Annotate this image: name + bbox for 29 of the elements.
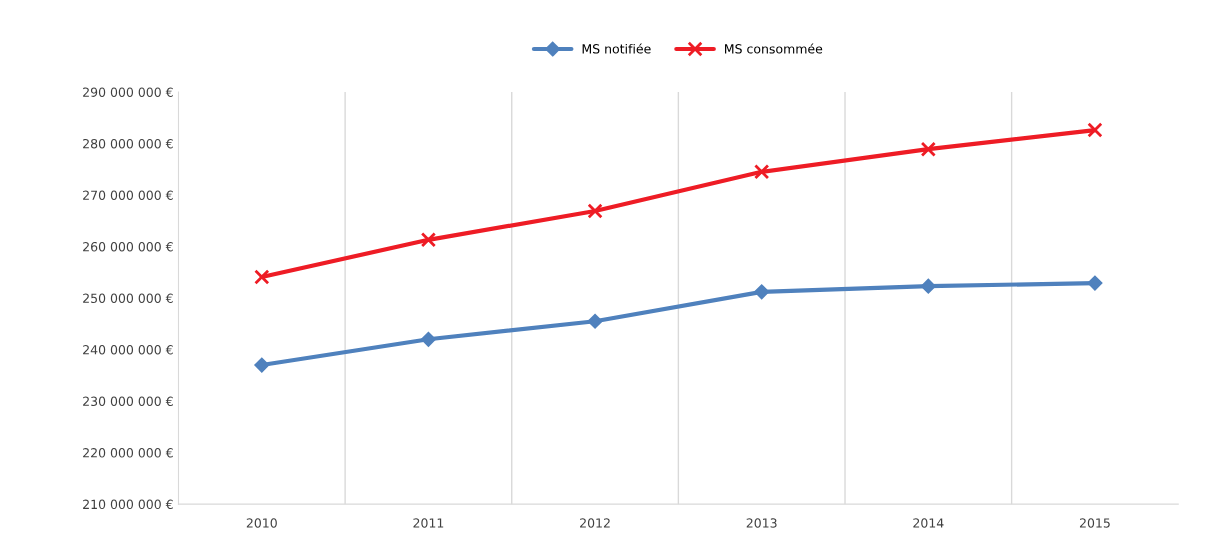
legend-label: MS notifiée	[582, 43, 651, 54]
y-tick-label: 250 000 000 €	[83, 293, 173, 303]
x-tick-label: 2013	[746, 518, 777, 528]
point	[587, 313, 603, 329]
x-tick-label: 2015	[1079, 518, 1110, 528]
x-tick-label: 2011	[413, 518, 444, 528]
y-tick-label: 290 000 000 €	[83, 87, 173, 97]
point	[920, 141, 936, 157]
point	[1087, 275, 1103, 291]
y-tick-label: 230 000 000 €	[83, 396, 173, 407]
point	[421, 331, 436, 347]
y-tick-label: 280 000 000 €	[83, 138, 173, 149]
x-tick-label: 2014	[913, 518, 944, 528]
y-tick-label: 210 000 000 €	[83, 499, 173, 510]
point	[754, 284, 769, 300]
y-tick-label: 220 000 000 €	[83, 448, 173, 458]
point	[420, 232, 437, 248]
y-tick-label: 260 000 000 €	[83, 242, 173, 252]
x-tick-label: 2012	[580, 518, 610, 528]
point	[587, 203, 603, 219]
point	[754, 164, 770, 180]
point	[1087, 122, 1103, 138]
legend-label: MS consommée	[725, 43, 823, 54]
y-tick-label: 270 000 000 €	[83, 190, 173, 200]
point	[921, 278, 936, 294]
point	[254, 357, 270, 373]
y-tick-label: 240 000 000 €	[83, 345, 173, 355]
point	[254, 269, 270, 285]
x-tick-label: 2010	[246, 518, 277, 528]
